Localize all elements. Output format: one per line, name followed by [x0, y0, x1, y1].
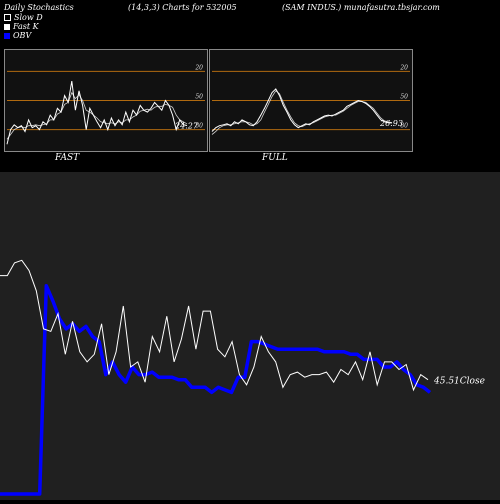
full-panel-title: FULL — [262, 153, 288, 163]
full-stochastic-panel: 80 50 20 26.93 — [209, 49, 413, 152]
full-tick-label-80: 20 — [399, 64, 408, 71]
legend-label-slow-d: Slow D — [14, 13, 43, 22]
legend: Slow D Fast K OBV — [4, 13, 43, 40]
obv-close-panel: 45.51Close — [0, 172, 500, 500]
full-stochastic-chart: 80 50 20 26.93 — [211, 64, 410, 135]
full-tick-label-50: 50 — [400, 94, 408, 101]
fast-tick-label-80: 20 — [194, 64, 203, 71]
legend-item-obv: OBV — [4, 31, 43, 40]
legend-swatch-obv — [4, 32, 10, 39]
fast-last-value-label: 24.27 — [174, 121, 199, 130]
legend-label-fast-k: Fast K — [13, 22, 39, 31]
legend-item-fast-k: Fast K — [4, 22, 43, 31]
header-params: (14,3,3) Charts for 532005 — [128, 3, 237, 12]
obv-series-line — [0, 283, 432, 496]
full-series-slow-d — [211, 90, 393, 135]
legend-item-slow-d: Slow D — [4, 13, 43, 22]
obv-close-chart: 45.51Close — [0, 259, 485, 496]
fast-series-fast-k — [6, 81, 188, 145]
fast-tick-label-20: 80 — [195, 123, 203, 130]
close-series-line — [0, 259, 429, 392]
close-last-value-label: 45.51Close — [433, 377, 485, 387]
full-tick-label-20: 80 — [400, 123, 408, 130]
full-last-value-label: 26.93 — [379, 119, 403, 128]
fast-stochastic-chart: 80 50 20 24.27 — [6, 64, 205, 145]
legend-swatch-slow-d — [4, 14, 11, 21]
legend-label-obv: OBV — [13, 31, 32, 40]
header-source: (SAM INDUS.) munafasutra.tbsjar.com — [282, 3, 440, 12]
full-series-fast-k — [211, 88, 393, 132]
fast-tick-label-50: 50 — [195, 94, 203, 101]
header-title: Daily Stochastics — [4, 3, 74, 12]
fast-panel-title: FAST — [55, 153, 80, 163]
fast-stochastic-panel: 80 50 20 24.27 — [4, 49, 208, 152]
fast-series-slow-d — [6, 91, 188, 140]
legend-swatch-fast-k — [4, 23, 10, 30]
